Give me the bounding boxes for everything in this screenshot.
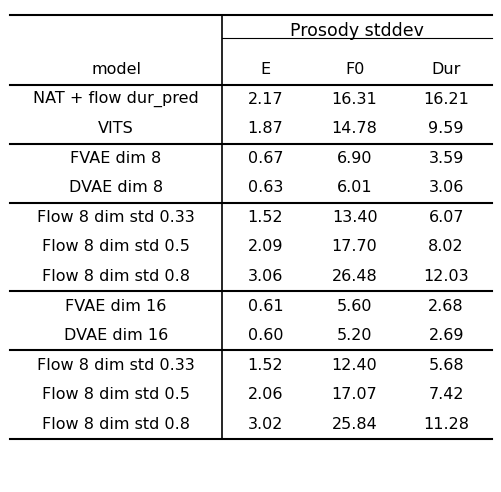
Text: DVAE dim 16: DVAE dim 16 [64, 328, 168, 343]
Text: 12.03: 12.03 [422, 269, 468, 284]
Text: 3.06: 3.06 [428, 181, 463, 195]
Text: 2.06: 2.06 [247, 387, 283, 402]
Text: 25.84: 25.84 [331, 417, 377, 431]
Text: 14.78: 14.78 [331, 122, 377, 136]
Text: Flow 8 dim std 0.8: Flow 8 dim std 0.8 [42, 417, 190, 431]
Text: E: E [260, 62, 270, 77]
Text: 2.68: 2.68 [427, 299, 463, 313]
Text: FVAE dim 8: FVAE dim 8 [70, 151, 161, 166]
Text: 1.52: 1.52 [247, 358, 283, 372]
Text: Flow 8 dim std 0.33: Flow 8 dim std 0.33 [37, 210, 194, 225]
Text: 0.67: 0.67 [247, 151, 283, 166]
Text: Prosody stddev: Prosody stddev [290, 22, 423, 40]
Text: Flow 8 dim std 0.5: Flow 8 dim std 0.5 [42, 240, 189, 254]
Text: Flow 8 dim std 0.33: Flow 8 dim std 0.33 [37, 358, 194, 372]
Text: 8.02: 8.02 [427, 240, 463, 254]
Text: 17.70: 17.70 [331, 240, 377, 254]
Text: model: model [91, 62, 141, 77]
Text: 2.09: 2.09 [247, 240, 283, 254]
Text: 0.61: 0.61 [247, 299, 283, 313]
Text: 3.06: 3.06 [247, 269, 283, 284]
Text: 7.42: 7.42 [427, 387, 463, 402]
Text: FVAE dim 16: FVAE dim 16 [65, 299, 166, 313]
Text: Dur: Dur [431, 62, 460, 77]
Text: 13.40: 13.40 [331, 210, 377, 225]
Text: 0.63: 0.63 [247, 181, 283, 195]
Text: 11.28: 11.28 [422, 417, 468, 431]
Text: F0: F0 [344, 62, 364, 77]
Text: 3.02: 3.02 [247, 417, 283, 431]
Text: Flow 8 dim std 0.5: Flow 8 dim std 0.5 [42, 387, 189, 402]
Text: Flow 8 dim std 0.8: Flow 8 dim std 0.8 [42, 269, 190, 284]
Text: DVAE dim 8: DVAE dim 8 [69, 181, 163, 195]
Text: 6.01: 6.01 [336, 181, 372, 195]
Text: 1.87: 1.87 [247, 122, 283, 136]
Text: 1.52: 1.52 [247, 210, 283, 225]
Text: 9.59: 9.59 [427, 122, 463, 136]
Text: 5.68: 5.68 [427, 358, 463, 372]
Text: 5.60: 5.60 [336, 299, 372, 313]
Text: 2.17: 2.17 [247, 92, 283, 107]
Text: 6.90: 6.90 [336, 151, 372, 166]
Text: 3.59: 3.59 [428, 151, 463, 166]
Text: 12.40: 12.40 [331, 358, 377, 372]
Text: 26.48: 26.48 [331, 269, 377, 284]
Text: 17.07: 17.07 [331, 387, 377, 402]
Text: 2.69: 2.69 [427, 328, 463, 343]
Text: 6.07: 6.07 [427, 210, 463, 225]
Text: VITS: VITS [98, 122, 134, 136]
Text: 16.21: 16.21 [422, 92, 468, 107]
Text: 16.31: 16.31 [331, 92, 377, 107]
Text: NAT + flow dur_pred: NAT + flow dur_pred [33, 92, 198, 107]
Text: 5.20: 5.20 [336, 328, 372, 343]
Text: 0.60: 0.60 [247, 328, 283, 343]
